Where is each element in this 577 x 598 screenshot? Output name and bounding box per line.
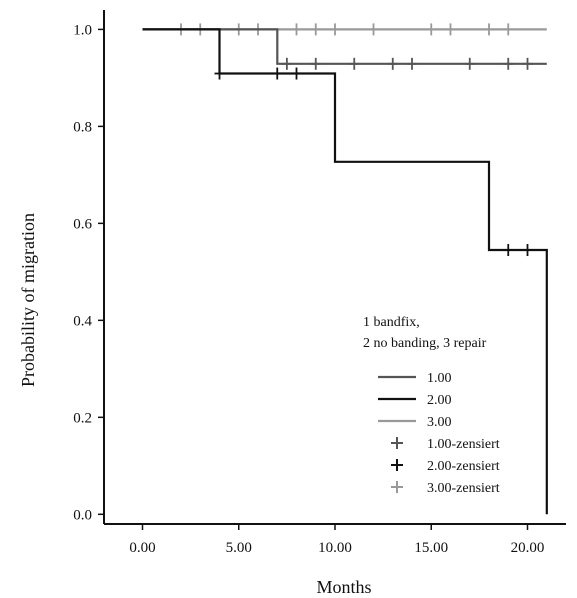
y-tick-label: 0.6 bbox=[73, 216, 92, 232]
censor-mark bbox=[522, 244, 533, 257]
legend-label: 3.00 bbox=[427, 415, 452, 430]
legend-label: 2.00-zensiert bbox=[427, 459, 500, 474]
legend-label: 1.00 bbox=[427, 371, 452, 386]
y-tick-label: 0.2 bbox=[73, 410, 92, 426]
series-2.00 bbox=[142, 28, 548, 515]
legend-label: 2.00 bbox=[427, 393, 452, 408]
censor-mark bbox=[503, 244, 514, 257]
x-tick-label: 0.00 bbox=[129, 540, 155, 556]
x-tick-label: 15.00 bbox=[414, 540, 448, 556]
censor-mark bbox=[330, 23, 340, 36]
legend-item: 1.00-zensiert bbox=[391, 437, 500, 452]
legend-label: 3.00-zensiert bbox=[427, 481, 500, 496]
censor-mark bbox=[291, 23, 302, 36]
censor-mark bbox=[214, 67, 225, 80]
series-layer bbox=[142, 23, 548, 515]
censor-mark bbox=[368, 23, 379, 36]
x-tick-label: 5.00 bbox=[226, 540, 252, 556]
censor-mark bbox=[503, 23, 514, 36]
y-tick-label: 1.0 bbox=[73, 22, 92, 38]
y-tick-label: 0.8 bbox=[73, 119, 92, 135]
legend-title: 1 bandfix, bbox=[363, 315, 420, 330]
censor-mark bbox=[407, 57, 417, 70]
censor-mark bbox=[310, 23, 321, 36]
x-tick-label: 10.00 bbox=[318, 540, 352, 556]
legend-item: 2.00-zensiert bbox=[391, 459, 500, 474]
censor-mark bbox=[426, 23, 437, 36]
legend-item: 3.00 bbox=[378, 415, 452, 430]
y-tick-label: 0.0 bbox=[73, 507, 92, 523]
y-axis-label: Probability of migration bbox=[18, 213, 38, 387]
censor-mark bbox=[464, 57, 475, 70]
legend: 1 bandfix, 2 no banding, 3 repair 1.00 2.00… bbox=[363, 315, 500, 496]
censor-mark bbox=[484, 23, 494, 36]
legend-item: 3.00-zensiert bbox=[391, 481, 500, 496]
legend-item: 1.00 bbox=[378, 371, 452, 386]
censor-mark bbox=[310, 57, 321, 70]
axes: 0.0 0.2 0.4 0.6 0.8 1.0 0.00 5.00 10.00 15.00 20.0… bbox=[73, 10, 566, 556]
censor-mark bbox=[281, 57, 292, 70]
censor-mark bbox=[349, 57, 360, 70]
legend-label: 1.00-zensiert bbox=[427, 437, 500, 452]
censor-mark bbox=[272, 67, 283, 80]
legend-title: 2 no banding, 3 repair bbox=[363, 336, 487, 351]
survival-step-line bbox=[142, 28, 547, 65]
x-tick-label: 20.00 bbox=[511, 540, 545, 556]
censor-mark bbox=[291, 67, 302, 80]
censor-mark bbox=[387, 57, 398, 70]
x-axis-label: Months bbox=[316, 577, 371, 597]
legend-item: 2.00 bbox=[378, 393, 452, 408]
series-1.00 bbox=[142, 28, 547, 70]
censor-mark bbox=[503, 57, 514, 70]
censor-mark bbox=[445, 23, 456, 36]
censor-mark bbox=[522, 57, 533, 70]
y-tick-label: 0.4 bbox=[73, 313, 92, 329]
